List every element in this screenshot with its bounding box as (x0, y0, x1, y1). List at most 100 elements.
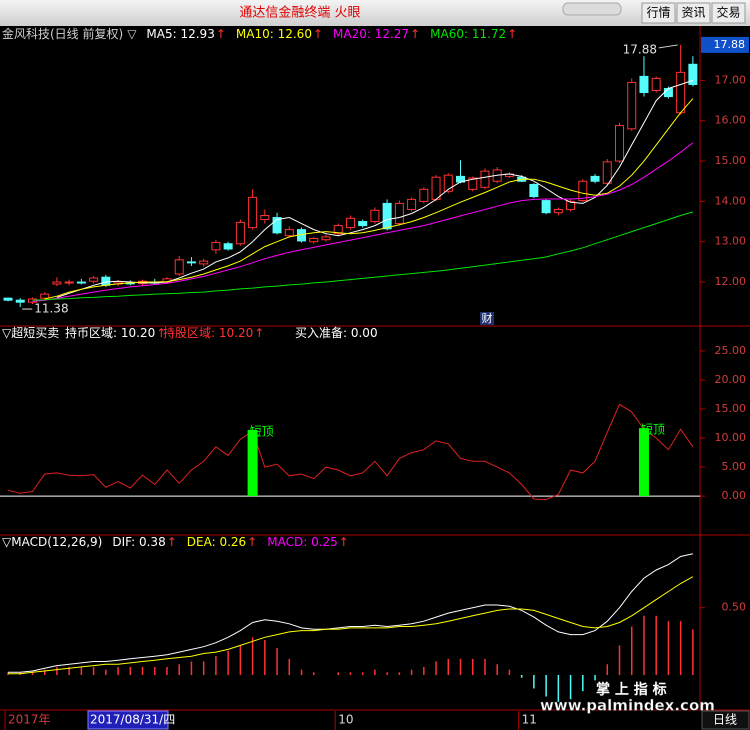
y-tick-label: 13.00 (715, 235, 747, 248)
ma-line (56, 79, 694, 298)
readout-trend: ↑ (156, 326, 166, 340)
y-tick-label: 15.00 (715, 154, 747, 167)
readout-text: 持股区域: 10.20 (163, 325, 253, 340)
period-box[interactable] (701, 710, 750, 730)
signal-label: 短顶 (641, 423, 665, 437)
ma-line (32, 142, 694, 302)
candle-body (186, 261, 196, 264)
y-tick-label: 0.50 (722, 601, 747, 614)
legend-trend: ↑ (339, 535, 349, 549)
candle-body (688, 63, 698, 85)
candle-body (174, 259, 184, 275)
candle-body (15, 299, 25, 303)
candle-body (235, 221, 245, 245)
legend-trend: ↑ (410, 27, 420, 41)
candle-body (431, 176, 441, 200)
candle-body (3, 297, 13, 301)
y-tick-label: 17.00 (715, 73, 747, 86)
candle-body (260, 215, 270, 221)
time-label: 2017年 (8, 713, 51, 727)
candle-body (651, 77, 661, 92)
toolbar-button-label[interactable]: 资讯 (681, 6, 705, 20)
candle-body (468, 177, 478, 190)
indicator-title: ▽超短买卖 (2, 325, 59, 340)
readout: 持股区域: 10.20↑ (163, 325, 264, 340)
y-tick-label: 16.00 (715, 114, 747, 127)
stock-title: 金风科技(日线 前复权) (2, 26, 123, 41)
candle-body (345, 217, 355, 229)
candle-body (89, 277, 99, 282)
time-label: 10 (338, 713, 353, 727)
toolbar-button-label[interactable]: 行情 (646, 6, 670, 20)
legend-entry: DIF: 0.38 (112, 535, 165, 549)
candle-body (64, 281, 74, 284)
candle-body (211, 242, 221, 251)
candle-body (358, 221, 368, 227)
y-tick-label: 12.00 (715, 275, 747, 288)
readout-trend: ↑ (254, 326, 264, 340)
legend-entry: DEA: 0.26 (187, 535, 246, 549)
legend: ▽超短买卖 (2, 325, 59, 340)
candle-body (76, 281, 86, 284)
candle-body (101, 276, 111, 286)
y-tick-label: 20.00 (715, 373, 747, 386)
candle-body (602, 161, 612, 184)
legend-trend: ↑ (167, 535, 177, 549)
cursor-label: 2017/08/31/四 (90, 713, 175, 727)
indicator-line (7, 403, 694, 501)
candle-body (480, 170, 490, 188)
y-tick-label: 0.00 (722, 489, 747, 502)
toolbar-button-label[interactable]: 交易 (716, 5, 740, 20)
legend-entry: MA5: 12.93 (146, 27, 214, 41)
toolbar-button[interactable] (641, 2, 676, 24)
price-marker (701, 36, 749, 53)
toolbar-button[interactable] (711, 2, 746, 24)
candle-body (394, 202, 404, 225)
candle-body (639, 75, 649, 94)
candle-body (676, 71, 686, 114)
candle-body (40, 293, 50, 299)
signal-bar (638, 428, 649, 497)
indicator-title: ▽MACD(12,26,9) (2, 535, 102, 549)
legend-entry: MA60: 11.72 (430, 27, 506, 41)
window-controls[interactable] (562, 2, 622, 16)
toolbar-button[interactable] (676, 2, 711, 24)
candle-body (284, 229, 294, 237)
candle-body (407, 198, 417, 210)
candle-body (615, 125, 624, 162)
candle-body (321, 236, 331, 241)
price-marker-label: 17.88 (714, 38, 746, 51)
legend-trend: ↑ (507, 27, 517, 41)
legend-trend: ↑ (216, 27, 226, 41)
readout: 买入准备: 0.00 (295, 326, 378, 340)
candle-body (541, 200, 551, 214)
candle-body (627, 81, 637, 130)
candle-body (52, 281, 62, 285)
low-annotation: 11.38 (34, 302, 68, 316)
candle-body (553, 208, 563, 214)
legend: 金风科技(日线 前复权) ▽ MA5: 12.93↑ MA10: 12.60↑ MA20… (2, 26, 517, 41)
candle-body (566, 200, 576, 210)
signal-label: 短顶 (250, 424, 274, 438)
candle-body (248, 196, 258, 229)
legend-entry: MA10: 12.60 (236, 27, 312, 41)
event-marker: 财 (482, 311, 493, 325)
event-marker-box (480, 312, 494, 325)
candle-body (370, 209, 380, 223)
candle-body (443, 174, 453, 192)
legend-marker: ▽ (127, 27, 137, 41)
candle-body (529, 183, 539, 198)
signal-bar (247, 429, 258, 497)
readout-text: 持币区域: 10.20 (65, 325, 155, 340)
period-label[interactable]: 日线 (713, 713, 737, 727)
ma-line (44, 98, 694, 300)
watermark-title: 掌 上 指 标 (596, 681, 667, 698)
title-bar (0, 0, 750, 26)
legend: ▽MACD(12,26,9) DIF: 0.38↑ DEA: 0.26↑ MACD: … (2, 535, 349, 549)
candle-body (590, 175, 600, 182)
y-tick-label: 15.00 (715, 402, 747, 415)
candle-body (199, 260, 209, 265)
y-tick-label: 25.00 (715, 344, 747, 357)
y-tick-label: 5.00 (722, 460, 747, 473)
